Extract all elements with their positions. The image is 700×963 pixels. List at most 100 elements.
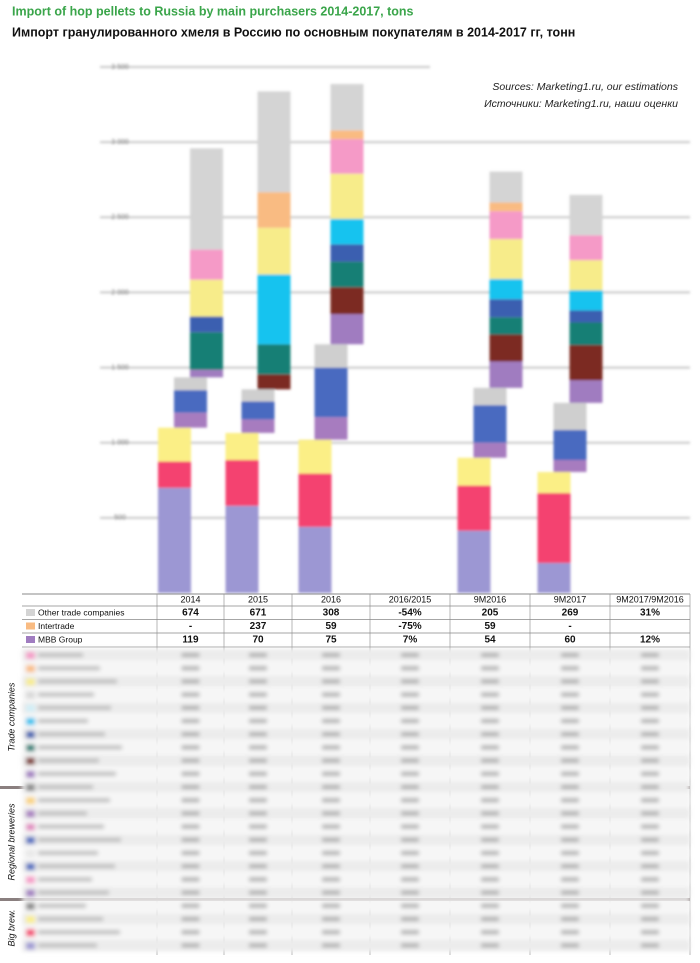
bar-segment: [330, 261, 364, 288]
bar-segment: [314, 344, 348, 368]
cell: 59: [325, 621, 337, 632]
cell-smudge: [641, 719, 659, 723]
swatch: [26, 863, 35, 871]
cell-smudge: [401, 798, 419, 803]
cell: 54: [484, 635, 496, 646]
cell-smudge: [249, 917, 267, 921]
cell-smudge: [249, 692, 267, 697]
cell-smudge: [641, 811, 659, 816]
bar-segment: [489, 299, 523, 318]
cell-smudge: [322, 758, 340, 763]
cell-smudge: [641, 890, 659, 895]
cell-smudge: [181, 851, 200, 855]
bar-segment: [298, 526, 332, 593]
cell: 237: [250, 621, 267, 632]
swatch: [26, 609, 35, 616]
bar-segment: [489, 278, 523, 300]
cell: 119: [182, 635, 199, 646]
cell-smudge: [322, 877, 340, 882]
cell-smudge: [322, 732, 340, 737]
bar-segment: [569, 322, 603, 346]
row-bg: [22, 715, 690, 727]
row-bg: [22, 886, 690, 899]
cell-smudge: [322, 666, 340, 671]
bar-segment: [225, 505, 259, 593]
cell: 31%: [640, 608, 660, 619]
cell-smudge: [181, 679, 200, 684]
bar-segment: [569, 235, 603, 261]
cell-smudge: [401, 943, 419, 948]
cell-smudge: [322, 917, 340, 921]
blurred-rows: [22, 649, 690, 952]
cell-smudge: [641, 666, 659, 671]
cell-smudge: [641, 837, 659, 842]
cell-smudge: [641, 798, 659, 803]
cell-smudge: [481, 811, 499, 816]
cell-smudge: [401, 930, 419, 935]
cell-smudge: [561, 837, 579, 842]
label-smudge: [38, 732, 105, 737]
bar-segment: [190, 249, 223, 280]
cell-smudge: [181, 771, 200, 776]
cell-smudge: [481, 745, 499, 750]
cell-smudge: [481, 679, 499, 684]
cell-smudge: [481, 917, 499, 921]
row-bg: [22, 794, 690, 807]
row-bg: [22, 741, 690, 754]
cell-smudge: [249, 785, 267, 789]
bar-segment: [473, 442, 507, 458]
bar-segment: [473, 387, 507, 406]
bar-segment: [330, 130, 364, 140]
swatch: [26, 876, 35, 884]
cell-smudge: [641, 930, 659, 935]
cell-smudge: [249, 758, 267, 763]
cell: 671: [250, 608, 267, 619]
swatch: [26, 622, 35, 630]
bar-segment: [174, 390, 207, 413]
bar-segment: [190, 369, 223, 378]
bar-segment: [158, 487, 191, 593]
row-bg: [22, 926, 690, 939]
cell-smudge: [401, 732, 419, 737]
bar-segment: [257, 274, 291, 345]
row-bg: [22, 860, 690, 873]
title: Import of hop pellets to Russia by main …: [12, 4, 414, 18]
cell: -: [189, 621, 192, 632]
cell-smudge: [181, 653, 200, 657]
cell-smudge: [561, 745, 579, 750]
cell-smudge: [401, 679, 419, 684]
cell-smudge: [401, 837, 419, 842]
cell-smudge: [181, 745, 200, 750]
cell-smudge: [322, 837, 340, 842]
cell-smudge: [481, 943, 499, 948]
cell-smudge: [181, 864, 200, 869]
cell-smudge: [641, 943, 659, 948]
bar-segment: [174, 412, 207, 428]
cell-smudge: [322, 864, 340, 869]
column-header: 9M2016: [474, 594, 507, 604]
cell-smudge: [561, 653, 579, 657]
cell-smudge: [641, 851, 659, 855]
cell-smudge: [181, 930, 200, 935]
bar-segment: [569, 290, 603, 311]
bar-segment: [330, 139, 364, 174]
row-bg: [22, 820, 690, 833]
cell-smudge: [481, 930, 499, 935]
bar-segment: [298, 473, 332, 527]
label-smudge: [38, 811, 87, 816]
cell-smudge: [181, 943, 200, 948]
row-bg: [22, 662, 690, 675]
cell: 75: [325, 635, 337, 646]
column-header: 9M2017/9M2016: [616, 594, 684, 604]
swatch: [26, 678, 35, 686]
y-tick-label: 3 000: [111, 139, 129, 146]
column-header: 2014: [180, 594, 200, 604]
label-smudge: [38, 771, 116, 776]
swatch: [26, 770, 35, 778]
cell: 205: [482, 608, 499, 619]
cell: 60: [564, 635, 576, 646]
swatch: [26, 636, 35, 643]
bar-segment: [569, 345, 603, 381]
bar-segment: [457, 530, 491, 593]
